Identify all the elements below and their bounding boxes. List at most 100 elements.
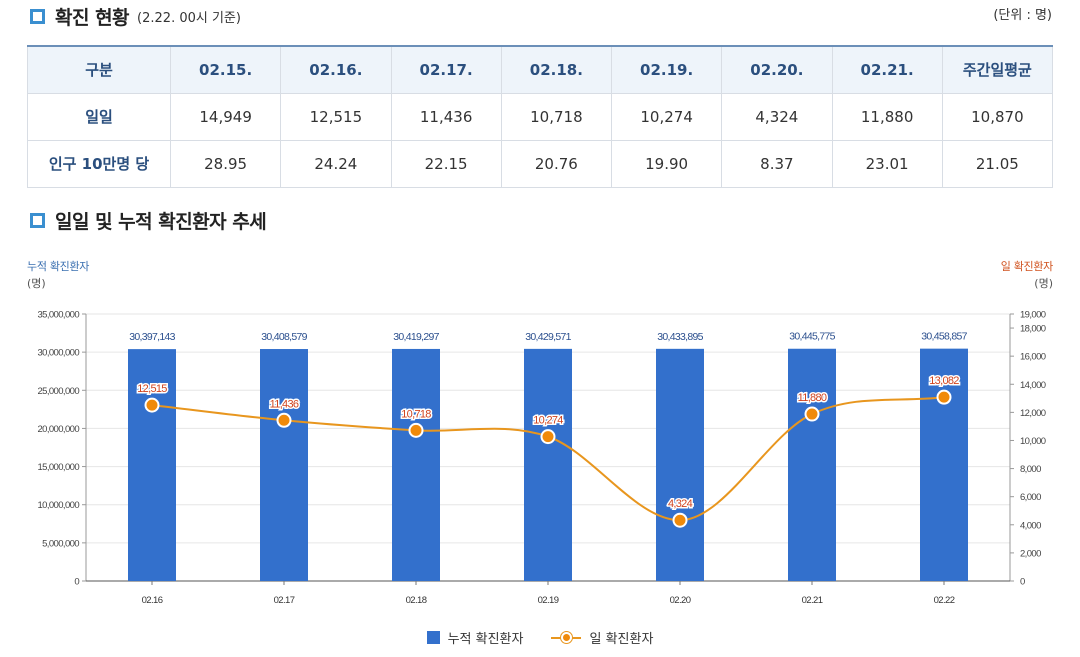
line-data-label: 12,515 bbox=[137, 383, 167, 395]
line-data-label: 11,436 bbox=[270, 398, 299, 410]
line-point bbox=[408, 422, 424, 438]
x-tick-label: 02.16 bbox=[142, 595, 163, 606]
table-header-cell: 구분 bbox=[27, 45, 171, 94]
section-title: 확진 현황 bbox=[55, 7, 130, 29]
square-bullet-icon bbox=[30, 9, 45, 24]
legend-label: 일 확진환자 bbox=[589, 632, 654, 647]
bar-data-label: 30,433,895 bbox=[657, 331, 703, 343]
table-header-cell: 주간일평균 bbox=[941, 45, 1054, 94]
left-tick-label: 10,000,000 bbox=[37, 500, 79, 511]
left-tick-label: 35,000,000 bbox=[37, 310, 79, 321]
table-cell: 10,870 bbox=[941, 92, 1054, 141]
square-bullet-icon bbox=[30, 213, 45, 228]
right-tick-label: 14,000 bbox=[1020, 380, 1046, 391]
right-tick-label: 0 bbox=[1020, 577, 1025, 588]
legend-item-cumulative: 누적 확진환자 bbox=[426, 628, 524, 647]
table-cell: 11,880 bbox=[831, 92, 943, 141]
x-tick-label: 02.17 bbox=[274, 595, 295, 606]
bar-data-label: 30,445,775 bbox=[789, 331, 835, 343]
line-data-label: 10,274 bbox=[533, 415, 563, 427]
table-cell: 21.05 bbox=[941, 139, 1054, 188]
section-title: 일일 및 누적 확진환자 추세 bbox=[55, 211, 267, 233]
table-row: 일일 14,949 12,515 11,436 10,718 10,274 4,… bbox=[27, 92, 1054, 141]
bar bbox=[656, 348, 704, 581]
table-row: 인구 10만명 당 28.95 24.24 22.15 20.76 19.90 … bbox=[27, 139, 1054, 188]
unit-label: (단위 : 명) bbox=[993, 8, 1052, 23]
line-point bbox=[936, 389, 952, 405]
right-tick-label: 12,000 bbox=[1020, 408, 1046, 419]
left-tick-label: 15,000,000 bbox=[37, 462, 79, 473]
table-cell: 28.95 bbox=[169, 139, 282, 188]
section-subtitle: (2.22. 00시 기준) bbox=[137, 11, 241, 26]
bar-data-label: 30,397,143 bbox=[129, 331, 175, 343]
table-cell: 19.90 bbox=[610, 139, 723, 188]
table-header-cell: 02.15. bbox=[169, 45, 282, 94]
line-point bbox=[144, 397, 160, 413]
bar-data-label: 30,458,857 bbox=[921, 331, 967, 343]
line-data-label: 4,324 bbox=[668, 498, 693, 510]
line-data-label: 13,082 bbox=[929, 375, 959, 387]
bar bbox=[128, 349, 176, 581]
bar-data-label: 30,408,579 bbox=[261, 331, 307, 343]
trend-chart: 0 5,000,000 10,000,000 15,000,000 20,000,000… bbox=[37, 310, 1046, 607]
section-header-status: 확진 현황 (2.22. 00시 기준) bbox=[30, 3, 241, 30]
table-cell: 22.15 bbox=[390, 139, 502, 188]
x-tick-label: 02.19 bbox=[538, 595, 559, 606]
daily-cases-table: 구분 02.15. 02.16. 02.17. 02.18. 02.19. 02… bbox=[27, 45, 1054, 188]
right-axis-unit: (명) bbox=[1034, 277, 1053, 290]
left-tick-label: 25,000,000 bbox=[37, 386, 79, 397]
bar bbox=[392, 348, 440, 581]
bar-data-label: 30,419,297 bbox=[393, 331, 439, 343]
legend-bar-swatch bbox=[426, 631, 440, 644]
table-cell: 20.76 bbox=[500, 139, 613, 188]
table-header-cell: 02.19. bbox=[610, 45, 723, 94]
line-point bbox=[804, 406, 820, 422]
x-tick-label: 02.21 bbox=[802, 595, 823, 606]
right-tick-label: 10,000 bbox=[1020, 436, 1046, 447]
bar bbox=[524, 348, 572, 581]
table-header-cell: 02.17. bbox=[390, 45, 502, 94]
right-tick-label: 16,000 bbox=[1020, 352, 1046, 363]
bar bbox=[788, 348, 836, 581]
table-row-label: 일일 bbox=[27, 92, 171, 141]
left-tick-label: 0 bbox=[74, 577, 79, 588]
x-tick-label: 02.18 bbox=[406, 595, 427, 606]
table-header-cell: 02.20. bbox=[721, 45, 833, 94]
right-tick-label: 6,000 bbox=[1020, 492, 1041, 503]
table-cell: 24.24 bbox=[280, 139, 392, 188]
legend-line-swatch bbox=[551, 631, 582, 644]
table-cell: 8.37 bbox=[721, 139, 833, 188]
x-tick-label: 02.22 bbox=[934, 595, 955, 606]
table-header-row: 구분 02.15. 02.16. 02.17. 02.18. 02.19. 02… bbox=[27, 45, 1054, 94]
bar bbox=[260, 349, 308, 581]
table-cell: 10,274 bbox=[610, 92, 723, 141]
section-header-trend: 일일 및 누적 확진환자 추세 bbox=[30, 207, 267, 234]
x-tick-label: 02.20 bbox=[670, 595, 691, 606]
left-tick-label: 30,000,000 bbox=[37, 348, 79, 359]
line-point bbox=[672, 512, 688, 528]
right-axis-title: 일 확진환자 bbox=[1000, 260, 1054, 273]
right-tick-label: 4,000 bbox=[1020, 520, 1041, 531]
left-tick-label: 20,000,000 bbox=[37, 424, 79, 435]
legend-label: 누적 확진환자 bbox=[447, 632, 524, 647]
table-cell: 23.01 bbox=[831, 139, 943, 188]
left-tick-label: 5,000,000 bbox=[42, 538, 79, 549]
table-cell: 14,949 bbox=[169, 92, 282, 141]
table-cell: 10,718 bbox=[500, 92, 613, 141]
right-tick-label: 8,000 bbox=[1020, 464, 1041, 475]
table-cell: 11,436 bbox=[390, 92, 502, 141]
legend-item-daily: 일 확진환자 bbox=[551, 628, 653, 647]
line-point bbox=[276, 412, 292, 428]
table-header-cell: 02.21. bbox=[831, 45, 943, 94]
bar-data-label: 30,429,571 bbox=[525, 331, 571, 343]
line-data-label: 11,880 bbox=[798, 392, 827, 404]
chart-legend: 누적 확진환자 일 확진환자 bbox=[0, 628, 1080, 647]
bar bbox=[920, 348, 968, 581]
table-cell: 12,515 bbox=[280, 92, 392, 141]
right-tick-label: 19,000 bbox=[1020, 310, 1046, 321]
line-point bbox=[540, 429, 556, 445]
table-header-cell: 02.18. bbox=[500, 45, 613, 94]
table-cell: 4,324 bbox=[721, 92, 833, 141]
right-tick-label: 18,000 bbox=[1020, 324, 1046, 335]
right-tick-label: 2,000 bbox=[1020, 548, 1041, 559]
